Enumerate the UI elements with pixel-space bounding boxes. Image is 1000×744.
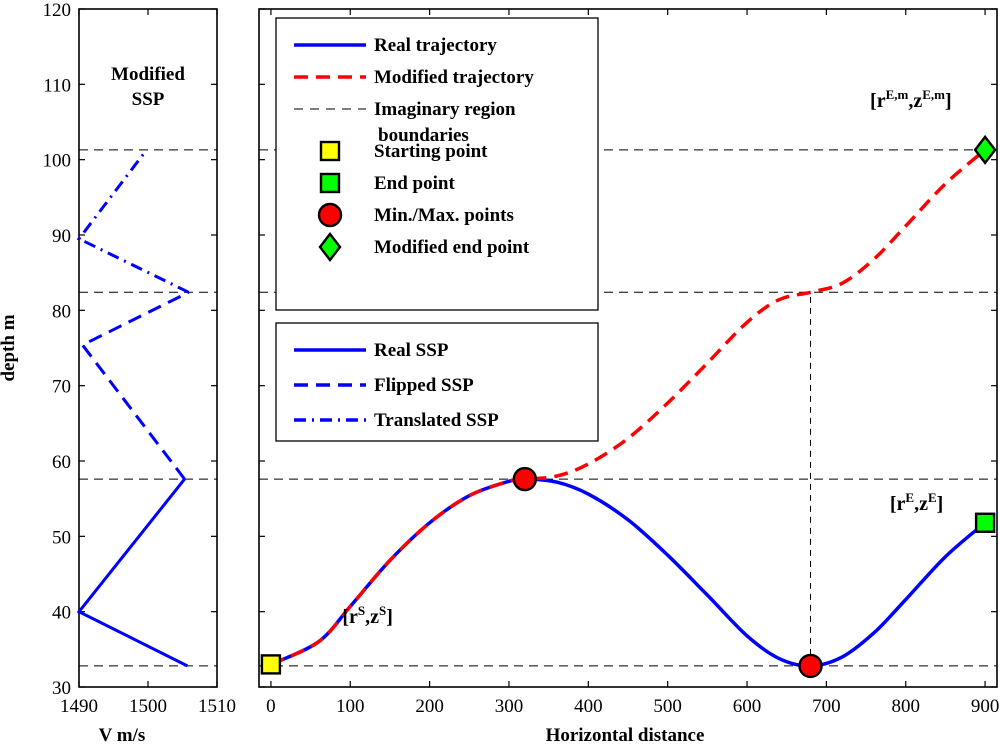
annotation-text: ] bbox=[937, 493, 944, 515]
right-plot-frame bbox=[258, 8, 998, 688]
left-ytick-label: 30 bbox=[52, 678, 71, 699]
left-title-line1: Modified bbox=[111, 64, 185, 85]
annotation-superscript: E,m bbox=[922, 87, 945, 102]
left-ytick-label: 50 bbox=[52, 527, 71, 548]
ssp-legend: Real SSP Flipped SSP Translated SSP bbox=[294, 340, 499, 431]
left-ytick-label: 90 bbox=[52, 226, 71, 247]
annotation-text: ,z bbox=[914, 493, 928, 515]
point-min-max-points bbox=[798, 653, 823, 679]
annotations: [rS,zS][rE,zE][rE,m,zE,m] bbox=[342, 87, 951, 628]
coordinate-annotation: [rS,zS] bbox=[342, 603, 393, 628]
annotation-superscript: S bbox=[358, 603, 365, 618]
left-ytick-label: 110 bbox=[43, 75, 71, 96]
point-modified-end-point bbox=[973, 134, 997, 165]
left-ytick-label: 100 bbox=[43, 151, 72, 172]
left-xtick-label: 1510 bbox=[198, 696, 236, 717]
annotation-text: ,z bbox=[908, 90, 922, 112]
trajectory-legend-item-marker bbox=[319, 172, 341, 194]
left-axis-ticks: 30 40 50 60 70 80 90 100 110 120 1490 1500 1510 bbox=[43, 0, 237, 717]
trajectory-legend-item-label: Modified end point bbox=[374, 237, 530, 258]
right-xtick-label: 200 bbox=[415, 696, 444, 717]
right-xtick-label: 400 bbox=[574, 696, 603, 717]
trajectory-legend-item-marker bbox=[319, 140, 341, 162]
point-starting-point bbox=[260, 654, 282, 675]
coordinate-annotation: [rE,zE] bbox=[890, 490, 943, 515]
right-marker-points bbox=[260, 134, 997, 679]
point-end-point bbox=[974, 512, 996, 533]
right-xtick-label: 800 bbox=[891, 696, 920, 717]
trajectory-legend-item-label: Imaginary region bbox=[374, 99, 516, 120]
annotation-text: ,z bbox=[365, 606, 379, 628]
left-ytick-label: 80 bbox=[52, 301, 71, 322]
annotation-superscript: E,m bbox=[886, 87, 909, 102]
right-xtick-label: 900 bbox=[971, 696, 1000, 717]
annotation-superscript: E bbox=[905, 490, 914, 505]
right-trajectory-series bbox=[270, 148, 987, 668]
trajectory-legend-item-label: Real trajectory bbox=[374, 35, 497, 56]
left-series-real-ssp bbox=[76, 478, 188, 668]
trajectory-legend-item-label: Modified trajectory bbox=[374, 67, 534, 88]
ssp-legend-item-label: Real SSP bbox=[374, 340, 449, 361]
annotation-text: ] bbox=[386, 606, 393, 628]
annotation-superscript: S bbox=[379, 603, 386, 618]
right-xtick-label: 100 bbox=[336, 696, 365, 717]
trajectory-legend: Real trajectory Modified trajectory Imagin… bbox=[294, 35, 534, 262]
left-ytick-label: 120 bbox=[43, 0, 72, 21]
trajectory-legend-item-marker bbox=[317, 202, 343, 228]
left-ssp-series bbox=[76, 148, 190, 668]
left-title-line2: SSP bbox=[132, 89, 165, 110]
annotation-superscript: E bbox=[928, 490, 937, 505]
left-boundary-lines bbox=[79, 149, 217, 667]
left-xtick-label: 1490 bbox=[60, 696, 98, 717]
series-modified-trajectory bbox=[270, 148, 987, 666]
left-series-translated-ssp bbox=[76, 148, 190, 294]
ssp-legend-item-label: Flipped SSP bbox=[374, 375, 474, 396]
right-axis-ticks: 0 100 200 300 400 500 600 700 800 900 bbox=[259, 8, 1000, 717]
right-xtick-label: 0 bbox=[266, 696, 276, 717]
left-xtick-label: 1500 bbox=[129, 696, 167, 717]
left-ytick-label: 40 bbox=[52, 603, 71, 624]
left-ytick-label: 60 bbox=[52, 452, 71, 473]
ssp-legend-item-label: Translated SSP bbox=[374, 410, 499, 431]
trajectory-legend-item-label: Min./Max. points bbox=[374, 205, 514, 226]
trajectory-legend-item-label: Starting point bbox=[374, 141, 488, 162]
trajectory-legend-item-label: End point bbox=[374, 173, 455, 194]
right-xtick-label: 500 bbox=[653, 696, 682, 717]
trajectory-legend-item-marker bbox=[318, 232, 342, 262]
point-min-max-points bbox=[512, 466, 538, 492]
right-xtick-label: 300 bbox=[495, 696, 524, 717]
left-series-flipped-ssp bbox=[80, 290, 190, 481]
annotation-text: [r bbox=[342, 606, 358, 628]
left-ytick-label: 70 bbox=[52, 377, 71, 398]
annotation-text: [r bbox=[890, 493, 906, 515]
right-xtick-label: 600 bbox=[733, 696, 762, 717]
coordinate-annotation: [rE,m,zE,m] bbox=[870, 87, 952, 112]
annotation-text: [r bbox=[870, 90, 886, 112]
right-xtick-label: 700 bbox=[812, 696, 841, 717]
annotation-text: ] bbox=[945, 90, 952, 112]
left-x-axis-label: V m/s bbox=[99, 725, 146, 744]
trajectory-legend-item-label: boundaries bbox=[378, 125, 469, 146]
trajectory-legend-box bbox=[275, 17, 599, 311]
y-axis-label: depth m bbox=[0, 314, 19, 381]
right-x-axis-label: Horizontal distance bbox=[546, 725, 705, 744]
